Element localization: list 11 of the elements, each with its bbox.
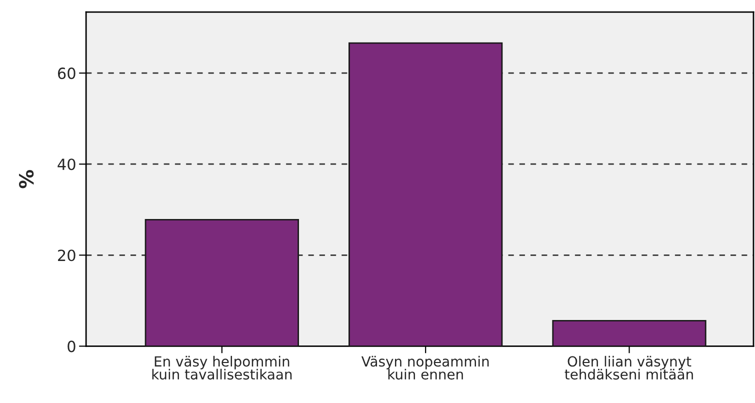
bar [552,320,706,346]
y-tick-label: 0 [68,340,76,352]
x-tick-label: Väsyn nopeammin kuin ennen [361,356,489,380]
y-tick-label: 20 [58,250,76,262]
y-tick-label: 40 [58,158,76,170]
x-tick-label: En väsy helpommin kuin tavallisestikaan [152,356,292,380]
bar [348,42,503,346]
x-tick-label: Olen liian väsynyt tehdäkseni mitään [564,356,693,380]
bar [144,218,299,346]
y-tick-label: 60 [58,68,76,80]
y-axis-title: % [18,170,34,188]
